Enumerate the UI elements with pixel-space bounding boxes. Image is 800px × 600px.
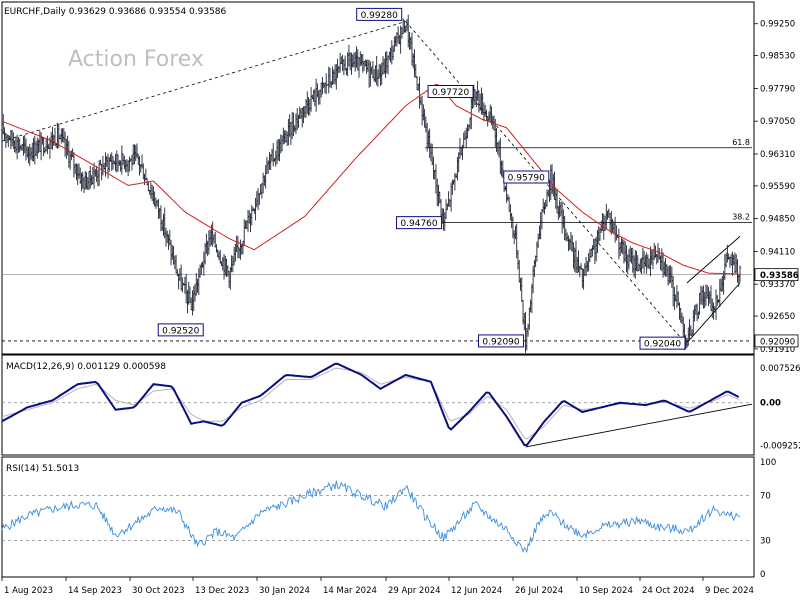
rsi-y-tick-label: 30 [760, 536, 771, 546]
price-label: 0.92040 [644, 340, 681, 350]
price-y-tick-label: 0.91910 [760, 345, 795, 355]
axes: 0.99250 0.98530 0.97790 0.97050 0.96310 0.955… [1, 20, 800, 596]
chart-title: EURCHF,Daily 0.93629 0.93686 0.93554 0.9… [4, 7, 227, 17]
price-label-box [396, 216, 443, 230]
macd-plot [1, 362, 753, 448]
price-label: 0.99280 [361, 11, 398, 21]
rsi-y-tick-label: 70 [760, 492, 771, 502]
x-tick-label: 30 Jan 2024 [259, 586, 310, 596]
x-tick-label: 30 Oct 2023 [132, 586, 185, 596]
x-tick-label: 14 Mar 2024 [323, 586, 377, 596]
x-tick-label: 10 Sep 2024 [579, 586, 633, 596]
x-tick-label: 9 Dec 2024 [705, 586, 754, 596]
long-trendline [1, 21, 406, 142]
price-plot: 61.8 38.2 0.99280 0.97720 0.95790 0.94760 0.92… [0, 7, 752, 353]
x-tick-label: 29 Apr 2024 [388, 586, 441, 596]
price-y-tick-label: 0.94110 [760, 247, 795, 257]
price-label: 0.94760 [400, 219, 437, 229]
macd-y-tick-label: -0.009252 [760, 442, 800, 452]
price-label: 0.92090 [482, 337, 519, 347]
price-label-box [157, 323, 204, 337]
support-price-badge [754, 334, 799, 348]
price-y-tick-label: 0.99250 [760, 20, 795, 30]
rsi-line [1, 480, 741, 554]
moving-average-line [1, 83, 739, 275]
macd-y-tick-label: 0.007526 [760, 364, 800, 374]
x-tick-label: 26 Jul 2024 [515, 586, 563, 596]
price-y-tick-label: 0.92650 [760, 312, 795, 322]
price-y-tick-label: 0.98530 [760, 52, 795, 62]
price-y-tick-label: 0.97050 [760, 117, 795, 127]
fib-label-61.8: 61.8 [732, 138, 750, 147]
rsi-pane-frame [1, 456, 755, 578]
rsi-title: RSI(14) 51.5013 [6, 464, 79, 474]
current-price-badge [754, 268, 799, 282]
price-label-box [503, 170, 550, 184]
rsi-plot [1, 480, 752, 554]
macd-pane-frame [1, 354, 755, 456]
x-tick-label: 14 Sep 2023 [68, 586, 122, 596]
channel-upper [686, 236, 741, 284]
macd-line [1, 362, 740, 447]
price-label: 0.95790 [508, 174, 545, 184]
watermark: Action Forex [68, 47, 204, 72]
price-y-tick-label: 0.95590 [760, 182, 795, 192]
price-label-box [356, 7, 403, 21]
price-pane-frame [1, 1, 755, 355]
price-label: 0.92520 [162, 326, 199, 336]
rsi-y-tick-label: 0 [760, 570, 765, 580]
price-bars [0, 14, 742, 353]
price-label-box [478, 334, 525, 348]
macd-trendline [525, 403, 753, 448]
x-tick-label: 12 Jun 2024 [451, 586, 502, 596]
price-label-box [639, 336, 686, 350]
price-y-tick-label: 0.97790 [760, 84, 795, 94]
price-y-tick-label: 0.94850 [760, 215, 795, 225]
price-y-tick-label: 0.93370 [760, 280, 795, 290]
current-price-text: 0.93586 [760, 271, 799, 281]
price-label: 0.97720 [432, 88, 469, 98]
rsi-y-tick-label: 100 [760, 458, 776, 468]
x-tick-label: 13 Dec 2023 [195, 586, 249, 596]
fib-label-38.2: 38.2 [732, 213, 750, 222]
x-tick-label: 24 Oct 2024 [642, 586, 695, 596]
macd-y-tick-label: 0.00 [760, 399, 781, 409]
price-y-tick-label: 0.96310 [760, 150, 795, 160]
macd-title: MACD(12,26,9) 0.001129 0.000598 [6, 362, 166, 372]
price-label-box [427, 85, 474, 99]
x-tick-label: 1 Aug 2023 [4, 586, 53, 596]
support-price-text: 0.92090 [760, 337, 795, 347]
